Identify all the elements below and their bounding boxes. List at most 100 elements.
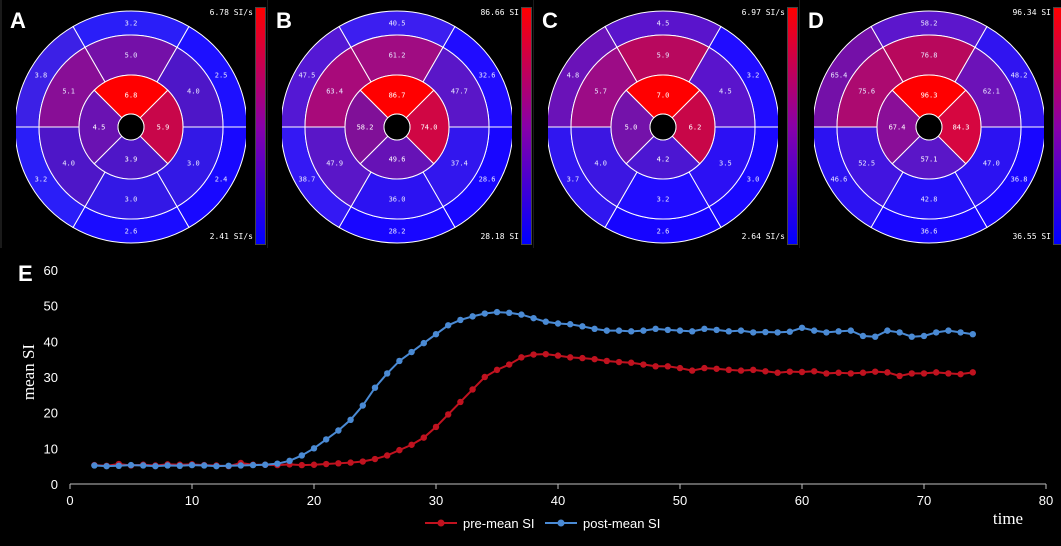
data-point — [164, 462, 171, 469]
data-point — [640, 361, 647, 368]
data-point — [249, 461, 257, 469]
data-point — [298, 461, 305, 469]
data-point — [335, 427, 342, 434]
data-point — [872, 333, 879, 340]
x-tick-label: 40 — [551, 493, 565, 508]
bullseye-plot: 4.5 3.2 3.0 2.6 3.7 4.8 5.9 4.5 3.5 3.2 4.0 5.7 7.0 6… — [548, 10, 778, 244]
mid-segment-value: 4.5 — [719, 88, 732, 96]
mid-segment-value: 3.0 — [187, 160, 200, 168]
data-point — [420, 339, 427, 347]
data-point — [689, 328, 696, 335]
data-point — [310, 445, 318, 452]
data-point — [859, 332, 867, 340]
data-point — [152, 462, 159, 470]
data-point — [676, 364, 684, 372]
data-point — [835, 369, 842, 376]
data-point — [432, 423, 440, 431]
basal-segment-value: 28.2 — [389, 228, 406, 236]
mid-segment-value: 4.0 — [187, 88, 200, 96]
data-point — [530, 351, 537, 358]
color-scale-min: 2.41 SI/s — [209, 232, 253, 241]
data-point — [91, 462, 98, 469]
basal-segment-value: 3.0 — [747, 176, 760, 184]
series-pre-mean-si — [91, 350, 976, 470]
legend: pre-mean SI post-mean SI — [425, 516, 660, 531]
data-point — [896, 329, 903, 336]
data-point — [762, 368, 769, 375]
color-scale-bar — [1053, 7, 1061, 245]
data-point — [408, 348, 415, 356]
data-point — [896, 372, 903, 380]
data-point — [542, 318, 549, 325]
color-scale-bar — [787, 7, 798, 245]
mid-segment-value: 47.0 — [983, 160, 1000, 168]
mid-segment-value: 5.7 — [594, 88, 607, 96]
data-point — [323, 460, 330, 468]
data-point — [908, 370, 915, 377]
data-point — [506, 309, 513, 316]
data-point — [554, 352, 562, 359]
apex-hole — [915, 113, 943, 141]
data-point — [445, 411, 452, 418]
data-point — [225, 462, 232, 470]
basal-segment-value: 3.2 — [125, 20, 138, 28]
data-point — [615, 327, 623, 334]
panel-letter: A — [10, 8, 26, 33]
data-point — [384, 452, 391, 459]
data-point — [811, 368, 818, 375]
color-scale-bar — [255, 7, 266, 245]
data-point — [481, 310, 488, 317]
basal-segment-value: 32.6 — [479, 72, 496, 80]
apical-segment-value: 7.0 — [657, 92, 670, 100]
data-point — [298, 452, 305, 459]
data-point — [798, 324, 806, 331]
line-chart: E time mean SI 0 10 20 30 40 50 60 70 80 0 10 20 30 4… — [18, 261, 1053, 531]
data-point — [359, 458, 366, 465]
data-point — [652, 325, 659, 333]
data-point — [481, 373, 488, 381]
mid-segment-value: 3.0 — [125, 196, 138, 204]
data-point — [262, 461, 269, 468]
color-scale-bar — [521, 7, 532, 245]
mid-segment-value: 37.4 — [451, 160, 468, 168]
data-point — [457, 398, 464, 406]
y-tick-label: 10 — [44, 441, 58, 456]
apical-segment-value: 6.8 — [125, 92, 138, 100]
apex-hole — [649, 113, 677, 141]
data-point — [884, 327, 891, 334]
apical-segment-value: 74.0 — [421, 124, 438, 132]
data-point — [518, 354, 525, 361]
mid-segment-value: 42.8 — [921, 196, 938, 204]
x-tick-label: 20 — [307, 493, 321, 508]
basal-segment-value: 2.4 — [215, 176, 228, 184]
data-point — [640, 327, 647, 334]
data-point — [811, 327, 818, 334]
mid-segment-value: 61.2 — [389, 52, 406, 60]
mid-segment-value: 47.7 — [451, 88, 468, 96]
mid-segment-value: 4.0 — [62, 160, 75, 168]
apical-segment-value: 5.0 — [625, 124, 638, 132]
data-point — [506, 361, 513, 368]
apical-segment-value: 4.5 — [93, 124, 106, 132]
bullseye-panel-a: A 3.2 2.5 2.4 2.6 3.2 3.8 5.0 4.0 3.0 3.0 4.0 5.1 6.8… — [2, 0, 267, 248]
panel-letter: C — [542, 8, 558, 33]
data-point — [774, 369, 781, 376]
basal-segment-value: 65.4 — [831, 72, 848, 80]
data-point — [201, 462, 208, 469]
y-tick-label: 40 — [44, 334, 58, 349]
bullseye-plot: 3.2 2.5 2.4 2.6 3.2 3.8 5.0 4.0 3.0 3.0 4.0 5.1 6.8 5… — [16, 10, 246, 244]
data-point — [725, 366, 732, 374]
basal-segment-value: 3.8 — [35, 72, 48, 80]
data-point — [737, 367, 745, 374]
data-point — [396, 357, 403, 365]
data-point — [567, 354, 574, 361]
y-axis-label: mean SI — [19, 344, 38, 401]
apical-segment-value: 57.1 — [921, 156, 938, 164]
series-post-mean-si — [91, 308, 976, 470]
data-point — [274, 460, 281, 467]
data-point — [689, 367, 696, 374]
data-point — [847, 327, 854, 334]
data-point — [945, 327, 952, 334]
data-point — [237, 462, 244, 469]
data-point — [371, 384, 379, 391]
